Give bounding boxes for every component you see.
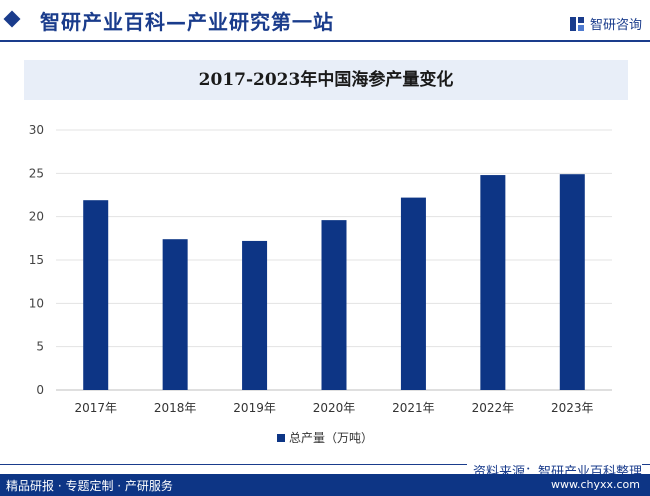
x-tick-label: 2019年 xyxy=(233,401,276,415)
header-divider xyxy=(0,40,650,42)
brand-logo-block[interactable]: 智研咨询 xyxy=(569,14,642,33)
y-tick-label: 20 xyxy=(29,210,44,224)
x-tick-label: 2017年 xyxy=(74,401,117,415)
bottom-bar: 精品研报 · 专题定制 · 产研服务 www.chyxx.com xyxy=(0,474,650,496)
brand-logo-icon xyxy=(569,16,584,31)
tagline: 精品研报 · 专题定制 · 产研服务 xyxy=(6,479,173,493)
bar xyxy=(321,220,347,390)
x-tick-label: 2018年 xyxy=(154,401,197,415)
legend-swatch xyxy=(276,433,285,442)
legend-label: 总产量（万吨） xyxy=(288,431,373,445)
page-title: 智研产业百科—产业研究第一站 xyxy=(40,10,334,34)
bar xyxy=(559,174,585,390)
y-tick-label: 30 xyxy=(29,123,44,137)
chart-title-band: 2017-2023年中国海参产量变化 xyxy=(24,60,628,100)
y-tick-label: 0 xyxy=(36,383,44,397)
x-tick-label: 2021年 xyxy=(392,401,435,415)
bar xyxy=(83,200,109,390)
site-url[interactable]: www.chyxx.com xyxy=(550,478,640,491)
bar xyxy=(480,175,506,390)
brand-name: 智研咨询 xyxy=(589,18,642,33)
x-tick-label: 2022年 xyxy=(472,401,515,415)
bar xyxy=(162,239,188,390)
x-tick-label: 2020年 xyxy=(313,401,356,415)
diamond-icon xyxy=(3,10,21,28)
y-tick-label: 15 xyxy=(29,253,44,267)
chart-title: 2017-2023年中国海参产量变化 xyxy=(198,70,454,90)
y-tick-label: 25 xyxy=(29,166,44,180)
bar-chart: 0 5 10 15 20 25 30 2017年 2018年 2019年 2020年 2021年 202… xyxy=(29,123,612,415)
bar xyxy=(400,197,426,390)
footer-divider xyxy=(0,464,650,465)
x-tick-label: 2023年 xyxy=(551,401,594,415)
chart-legend: 总产量（万吨） xyxy=(0,429,650,446)
page-header: 智研产业百科—产业研究第一站 智研咨询 xyxy=(0,0,650,44)
y-tick-label: 5 xyxy=(36,340,44,354)
y-tick-label: 10 xyxy=(29,296,44,310)
bar xyxy=(242,240,268,390)
